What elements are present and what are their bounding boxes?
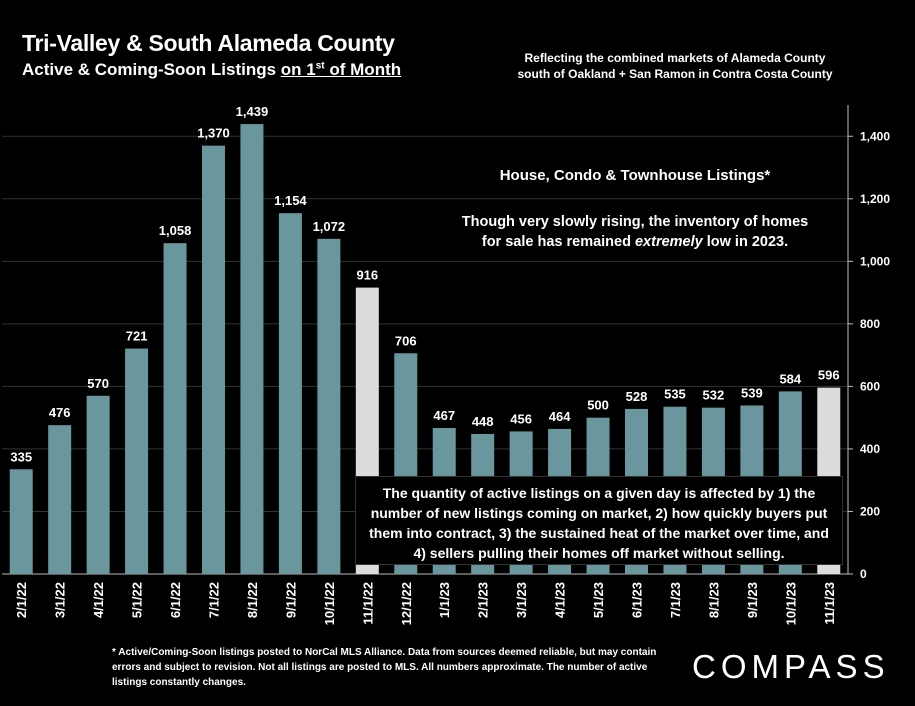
bar [9,469,33,574]
bar [317,238,341,574]
data-label: 1,072 [313,219,346,234]
data-label: 335 [10,449,32,464]
data-label: 535 [664,387,686,402]
x-tick-label: 8/1/22 [245,582,260,618]
x-tick-label: 6/1/23 [630,582,645,618]
x-tick-label: 11/1/22 [360,582,375,625]
x-tick-label: 11/1/23 [822,582,837,625]
data-label: 721 [126,329,148,344]
subtitle-underlined: on 1st of Month [281,60,401,79]
y-tick-label: 200 [860,504,880,518]
x-tick-label: 1/1/23 [437,582,452,618]
y-tick-label: 1,200 [860,192,890,206]
data-label: 584 [779,371,801,386]
data-label: 539 [741,385,763,400]
x-tick-label: 10/1/23 [783,582,798,625]
x-tick-label: 4/1/22 [91,582,106,618]
y-tick-label: 600 [860,379,880,393]
subtitle-prefix: Active & Coming-Soon Listings [22,60,281,79]
bar [278,213,302,574]
subtitle-superscript: st [315,60,325,72]
note-line2-a: for sale has remained [481,234,635,250]
bar [163,243,187,574]
data-label: 916 [356,268,378,283]
y-tick-label: 0 [860,567,867,581]
data-label: 464 [549,409,571,424]
bar [86,395,110,574]
data-label: 1,439 [236,104,269,119]
market-description-line1: Reflecting the combined markets of Alame… [524,51,826,65]
market-description: Reflecting the combined markets of Alame… [480,50,870,82]
x-tick-label: 5/1/23 [591,582,606,618]
data-label: 1,370 [197,126,230,141]
x-tick-label: 9/1/23 [745,582,760,618]
x-tick-label: 8/1/23 [706,582,721,618]
x-tick-label: 4/1/23 [553,582,568,618]
note-line2-b: low in 2023. [702,234,789,250]
x-tick-label: 7/1/23 [668,582,683,618]
x-tick-label: 2/1/23 [476,582,491,618]
note-line2-emphasis: extremely [634,234,703,250]
chart-title: Tri-Valley & South Alameda County [22,30,395,56]
data-label: 528 [626,389,648,404]
chart-subtitle: Active & Coming-Soon Listings on 1st of … [22,60,401,80]
data-label: 1,058 [159,223,192,238]
footnote: * Active/Coming-Soon listings posted to … [112,647,657,688]
compass-logo: COMPASS [692,648,890,685]
market-description-line2: south of Oakland + San Ramon in Contra C… [517,67,833,81]
annotation-note: Though very slowly rising, the inventory… [440,212,830,252]
x-tick-label: 2/1/22 [14,582,29,618]
data-label: 596 [818,368,840,383]
annotation-note-line2: for sale has remained extremely low in 2… [440,232,830,252]
data-label: 532 [703,388,725,403]
y-tick-label: 800 [860,317,880,331]
data-label: 448 [472,414,494,429]
annotation-heading: House, Condo & Townhouse Listings* [499,167,771,184]
y-tick-label: 400 [860,442,880,456]
annotation-note-line1: Though very slowly rising, the inventory… [461,214,809,230]
subtitle-underlined-text: on 1 [280,60,316,79]
data-label: 456 [510,411,532,426]
x-tick-label: 3/1/22 [53,582,68,618]
y-tick-label: 1,400 [860,129,890,143]
data-label: 570 [87,376,109,391]
data-label: 1,154 [274,193,307,208]
x-tick-label: 3/1/23 [514,582,529,618]
data-label: 476 [49,405,71,420]
bar [202,145,225,574]
explanation-box: The quantity of active listings on a giv… [355,476,843,565]
x-tick-label: 7/1/22 [207,582,222,618]
data-label: 500 [587,398,609,413]
subtitle-suffix: of Month [324,60,402,79]
bar [48,425,72,574]
x-tick-label: 10/1/22 [322,582,337,625]
x-tick-label: 6/1/22 [168,582,183,618]
y-tick-label: 1,000 [860,254,890,268]
data-label: 467 [433,408,455,423]
data-label: 706 [395,333,417,348]
bar [240,124,264,575]
bar [125,348,149,574]
x-tick-label: 12/1/22 [399,582,414,625]
x-tick-label: 9/1/22 [283,582,298,618]
x-tick-label: 5/1/22 [130,582,145,618]
